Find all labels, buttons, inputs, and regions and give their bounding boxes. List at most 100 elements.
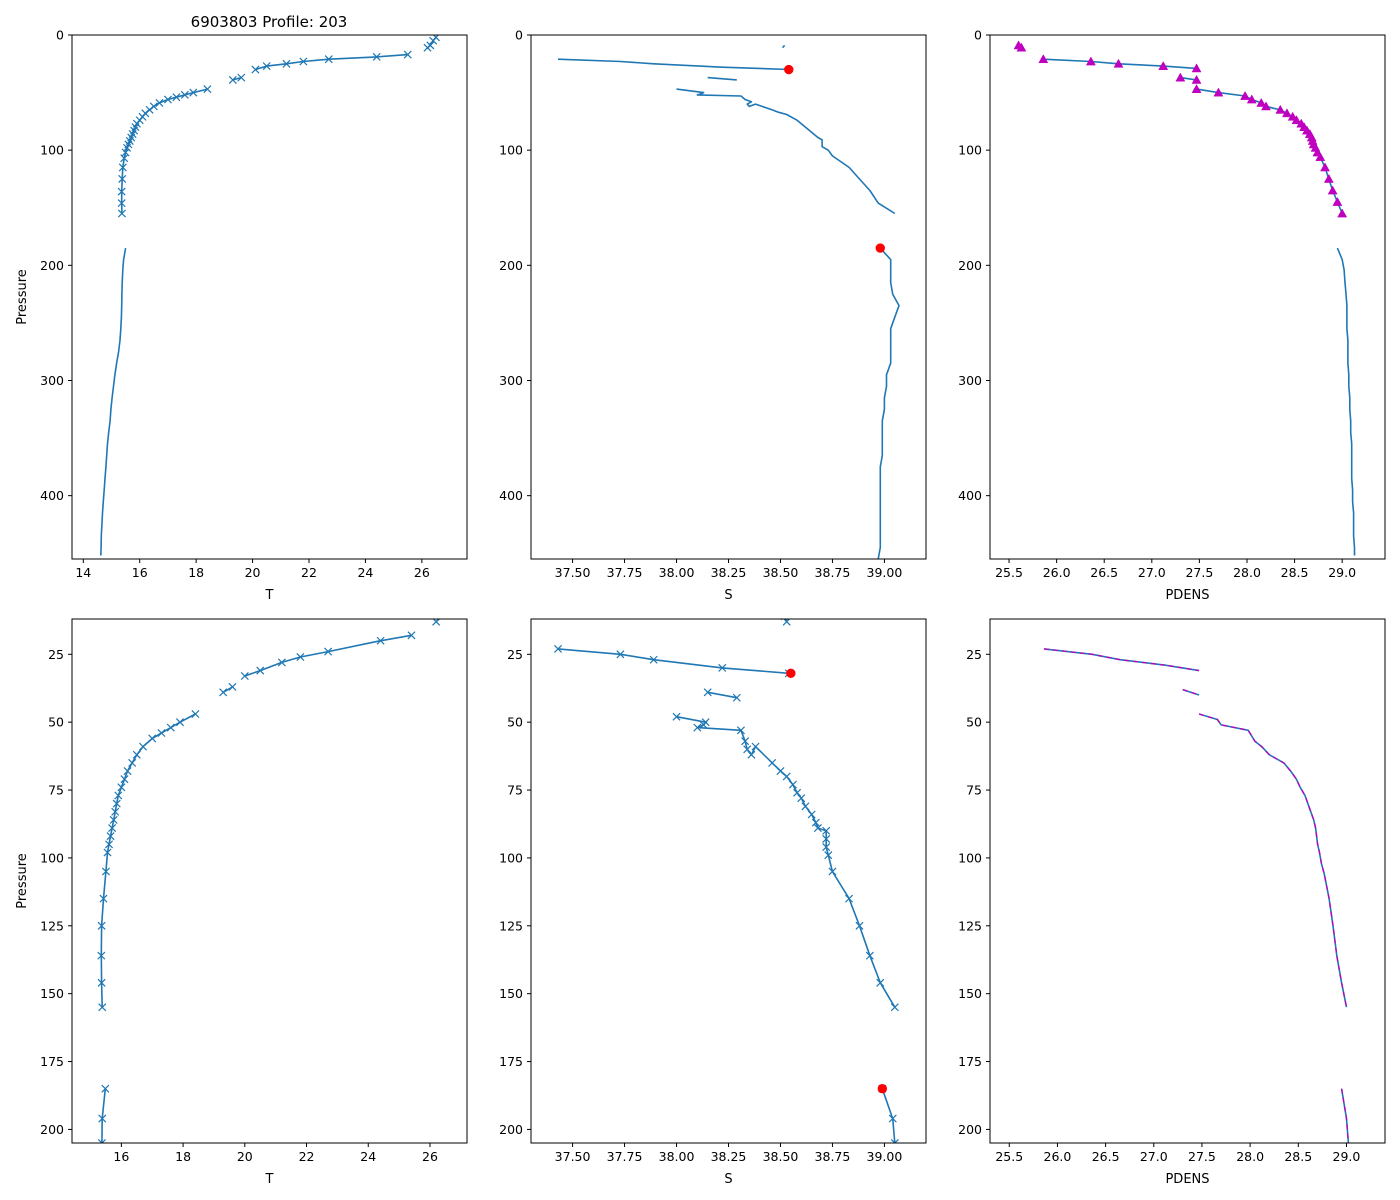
pdens-dashed-overlay	[1340, 1088, 1350, 1143]
data-point-x-marker	[876, 978, 885, 987]
axes-frame	[530, 618, 927, 1144]
data-point-x-marker	[111, 807, 120, 816]
data-point-x-marker	[180, 90, 189, 99]
data-point-x-marker	[788, 780, 797, 789]
data-point-x-marker	[747, 750, 756, 759]
data-point-x-marker	[117, 209, 126, 218]
x-tick-label: 27.0	[1140, 1149, 1168, 1164]
y-tick-label: 125	[499, 918, 523, 933]
flagged-point	[877, 1083, 888, 1094]
panel-top-salinity: 37.50 37.75 38.00 38.25 38.50 38.75 39.00 0 100 2…	[499, 28, 927, 603]
data-point-x-marker	[822, 843, 831, 852]
y-tick-label: 100	[499, 143, 523, 158]
data-point-x-marker	[865, 951, 874, 960]
y-tick-label: 100	[958, 143, 982, 158]
data-point-x-marker	[175, 718, 185, 727]
x-tick-label: 16	[113, 1149, 129, 1164]
data-point-x-marker	[703, 688, 712, 697]
data-point-x-marker	[768, 758, 777, 767]
x-tick-label: 20	[237, 1149, 253, 1164]
x-tick-label: 24	[357, 565, 373, 580]
x-tick-label: 24	[360, 1149, 376, 1164]
x-tick-label: 26.0	[1044, 1149, 1072, 1164]
y-tick-label: 150	[499, 986, 523, 1001]
y-tick-label: 400	[958, 488, 982, 503]
data-point-x-marker	[429, 36, 438, 45]
x-axis-label: PDENS	[1165, 588, 1209, 603]
data-point-x-marker	[237, 73, 246, 82]
x-tick-label: 26.5	[1092, 1149, 1120, 1164]
data-point-x-marker	[423, 43, 432, 52]
y-tick-label: 0	[56, 28, 64, 43]
x-tick-label: 27.5	[1185, 565, 1213, 580]
profile-line	[781, 44, 786, 49]
data-point-x-marker	[172, 93, 181, 102]
data-point-x-marker	[120, 154, 129, 163]
y-tick-label: 25	[48, 647, 64, 662]
y-tick-label: 125	[40, 918, 64, 933]
y-tick-label: 0	[974, 28, 982, 43]
data-point-triangle-marker	[1191, 63, 1202, 73]
profile-line	[244, 634, 412, 677]
data-point-x-marker	[155, 98, 164, 107]
data-point-x-marker	[743, 745, 752, 754]
flagged-point	[784, 64, 794, 75]
y-tick-label: 200	[40, 1122, 64, 1137]
data-point-triangle-marker	[1113, 58, 1124, 68]
x-tick-label: 29.0	[1333, 1149, 1361, 1164]
data-point-triangle-marker	[1213, 87, 1224, 97]
data-point-x-marker	[117, 187, 126, 196]
data-point-x-marker	[797, 794, 806, 803]
x-tick-label: 29.0	[1328, 565, 1356, 580]
x-tick-label: 18	[188, 565, 204, 580]
data-point-x-marker	[890, 1138, 899, 1143]
figure-title: 6903803 Profile: 203	[191, 13, 348, 31]
x-tick-label: 38.75	[815, 565, 851, 580]
plot-area	[100, 35, 440, 556]
data-point-x-marker	[101, 1084, 110, 1093]
data-point-x-marker	[120, 775, 129, 784]
profile-line	[707, 76, 737, 81]
x-tick-label: 39.00	[867, 565, 903, 580]
y-tick-label: 200	[499, 1122, 523, 1137]
x-tick-label: 25.5	[995, 565, 1023, 580]
y-tick-label: 100	[40, 143, 64, 158]
data-point-x-marker	[782, 772, 791, 781]
data-point-x-marker	[101, 867, 110, 876]
data-point-x-marker	[166, 723, 175, 732]
data-point-x-marker	[98, 1114, 107, 1123]
y-axis-label: Pressure	[15, 269, 30, 325]
y-tick-label: 200	[958, 1122, 982, 1137]
y-tick-label: 75	[48, 783, 64, 798]
data-point-x-marker	[256, 666, 265, 675]
data-point-triangle-marker	[1327, 185, 1338, 195]
data-point-x-marker	[97, 951, 106, 960]
y-tick-label: 400	[40, 488, 64, 503]
data-point-x-marker	[106, 832, 115, 841]
axes-frame	[71, 34, 468, 560]
data-point-x-marker	[138, 742, 148, 751]
data-point-triangle-marker	[1291, 115, 1302, 125]
data-point-x-marker	[240, 671, 249, 681]
data-point-x-marker	[97, 1138, 106, 1143]
data-point-triangle-marker	[1175, 72, 1186, 82]
x-tick-label: 38.25	[711, 565, 747, 580]
x-axis-label: S	[724, 588, 732, 603]
data-point-triangle-marker	[1016, 42, 1027, 52]
data-point-x-marker	[99, 894, 108, 903]
y-tick-label: 200	[958, 258, 982, 273]
data-point-triangle-marker	[1275, 104, 1286, 114]
data-point-x-marker	[98, 1003, 107, 1012]
flagged-point	[786, 668, 796, 679]
x-tick-label: 38.50	[763, 565, 799, 580]
data-point-x-marker	[228, 682, 237, 691]
y-tick-label: 175	[499, 1054, 523, 1069]
panel-top-temperature: 14 16 18 20 22 24 26 0 100 200 300 400 T Pressure	[15, 28, 468, 603]
data-point-x-marker	[376, 636, 385, 645]
axes-frame	[989, 34, 1386, 560]
x-tick-label: 26	[422, 1149, 438, 1164]
profile-line-unmarked	[100, 247, 127, 556]
data-point-x-marker	[118, 163, 127, 172]
data-point-x-marker	[672, 712, 681, 721]
pdens-dashed-overlay	[1182, 688, 1200, 696]
